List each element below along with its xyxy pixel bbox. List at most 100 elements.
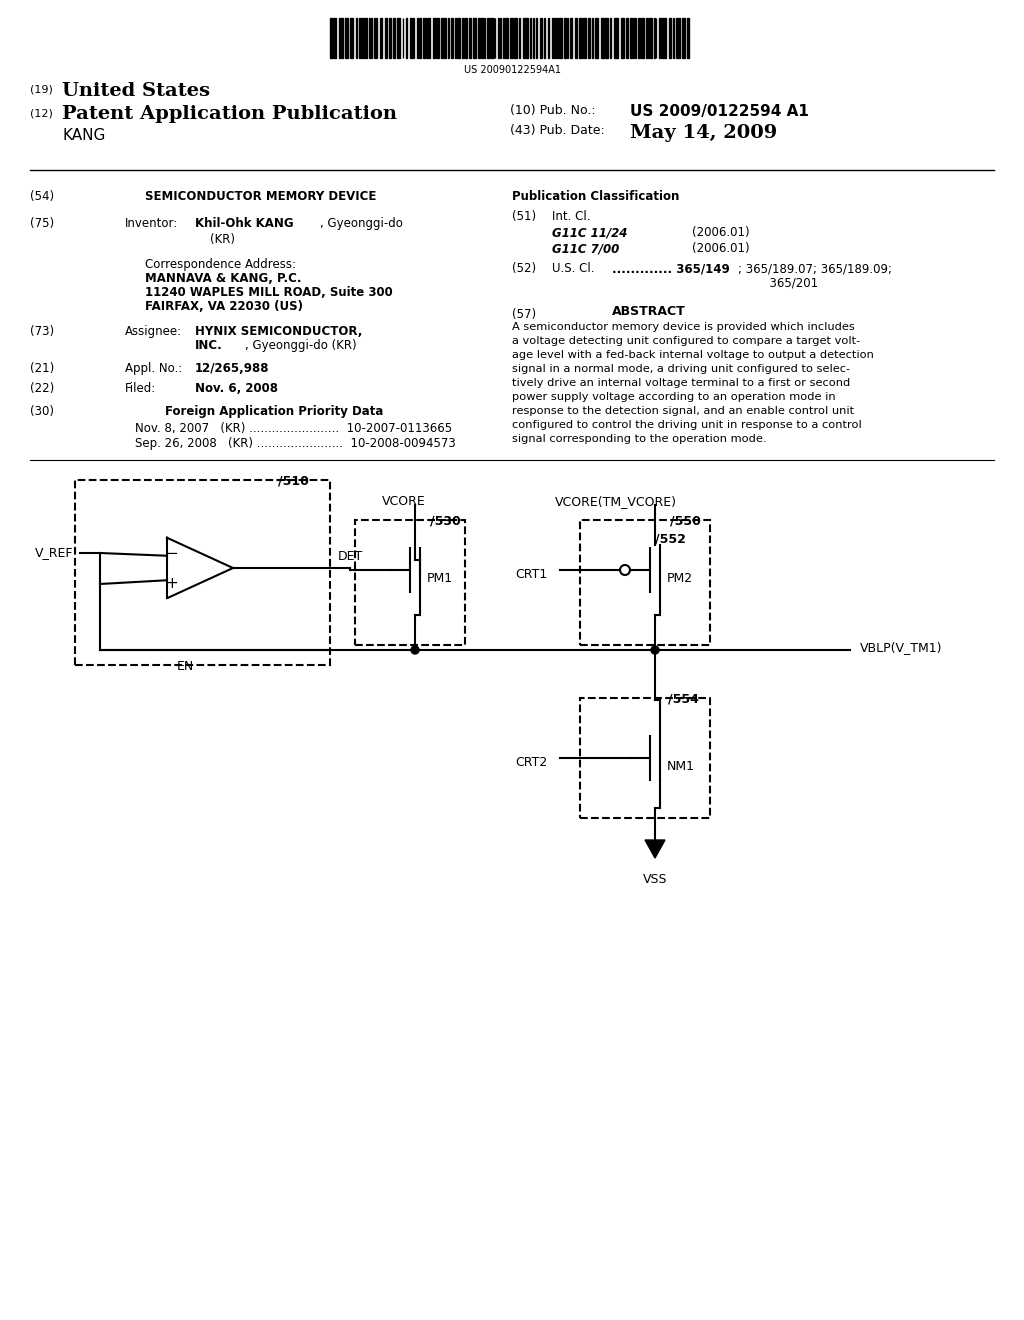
Text: (51): (51) xyxy=(512,210,537,223)
Bar xyxy=(334,18,336,58)
Bar xyxy=(514,18,517,58)
Bar xyxy=(659,18,660,58)
Text: VCORE(TM_VCORE): VCORE(TM_VCORE) xyxy=(555,495,677,508)
Bar xyxy=(355,520,465,645)
Text: (43) Pub. Date:: (43) Pub. Date: xyxy=(510,124,605,137)
Bar xyxy=(638,18,640,58)
Text: /510: /510 xyxy=(278,475,309,488)
Bar xyxy=(682,18,685,58)
Bar xyxy=(563,18,566,58)
Text: Filed:: Filed: xyxy=(125,381,157,395)
Text: (21): (21) xyxy=(30,362,54,375)
Text: US 2009/0122594 A1: US 2009/0122594 A1 xyxy=(630,104,809,119)
Bar xyxy=(465,18,467,58)
Bar xyxy=(630,18,632,58)
Bar xyxy=(397,18,400,58)
Bar xyxy=(602,18,604,58)
Bar xyxy=(580,18,582,58)
Bar xyxy=(458,18,460,58)
Text: /554: /554 xyxy=(668,693,698,706)
Bar xyxy=(490,18,492,58)
Text: Nov. 8, 2007   (KR) ........................  10-2007-0113665: Nov. 8, 2007 (KR) ......................… xyxy=(135,422,453,436)
Bar xyxy=(649,18,652,58)
Text: (19): (19) xyxy=(30,84,53,95)
Text: , Gyeonggi-do (KR): , Gyeonggi-do (KR) xyxy=(245,339,356,352)
Bar xyxy=(583,18,586,58)
Text: (54): (54) xyxy=(30,190,54,203)
Bar xyxy=(426,18,427,58)
Text: NM1: NM1 xyxy=(667,759,695,772)
Bar xyxy=(575,18,577,58)
Bar xyxy=(605,18,607,58)
Text: HYNIX SEMICONDUCTOR,: HYNIX SEMICONDUCTOR, xyxy=(195,325,362,338)
Bar xyxy=(359,18,360,58)
Text: PM2: PM2 xyxy=(667,572,693,585)
Text: , Gyeonggi-do: , Gyeonggi-do xyxy=(319,216,402,230)
Bar xyxy=(669,18,671,58)
Circle shape xyxy=(411,645,419,653)
Bar xyxy=(540,18,543,58)
Text: Correspondence Address:: Correspondence Address: xyxy=(145,257,296,271)
Text: CRT2: CRT2 xyxy=(515,756,547,770)
Text: +: + xyxy=(166,577,178,591)
Bar xyxy=(447,18,450,58)
Text: May 14, 2009: May 14, 2009 xyxy=(630,124,777,143)
Bar xyxy=(552,18,555,58)
Text: U.S. Cl.: U.S. Cl. xyxy=(552,261,595,275)
Bar xyxy=(432,18,435,58)
Bar xyxy=(345,18,348,58)
Bar xyxy=(614,18,616,58)
Bar xyxy=(621,18,624,58)
Text: Foreign Application Priority Data: Foreign Application Priority Data xyxy=(165,405,383,418)
Bar xyxy=(436,18,439,58)
Bar xyxy=(473,18,476,58)
Bar xyxy=(385,18,387,58)
Bar xyxy=(641,18,644,58)
Bar xyxy=(452,18,453,58)
Bar xyxy=(580,698,710,818)
Bar xyxy=(366,18,368,58)
Bar xyxy=(380,18,382,58)
Bar xyxy=(371,18,373,58)
Bar xyxy=(559,18,562,58)
Text: (2006.01): (2006.01) xyxy=(692,242,750,255)
Circle shape xyxy=(651,645,659,653)
Bar xyxy=(462,18,464,58)
Text: Sep. 26, 2008   (KR) .......................  10-2008-0094573: Sep. 26, 2008 (KR) .....................… xyxy=(135,437,456,450)
Text: PM1: PM1 xyxy=(427,572,454,585)
Text: ; 365/189.07; 365/189.09;: ; 365/189.07; 365/189.09; xyxy=(738,261,892,275)
Text: INC.: INC. xyxy=(195,339,223,352)
Text: (22): (22) xyxy=(30,381,54,395)
Text: (75): (75) xyxy=(30,216,54,230)
Bar xyxy=(588,18,590,58)
Text: United States: United States xyxy=(62,82,210,100)
Text: (2006.01): (2006.01) xyxy=(692,226,750,239)
Bar xyxy=(361,18,364,58)
Text: (57): (57) xyxy=(512,308,537,321)
Text: 12/265,988: 12/265,988 xyxy=(195,362,269,375)
Text: US 20090122594A1: US 20090122594A1 xyxy=(464,65,560,75)
Text: /530: /530 xyxy=(430,515,461,528)
Text: (73): (73) xyxy=(30,325,54,338)
Text: V_REF: V_REF xyxy=(35,546,74,560)
Bar xyxy=(505,18,508,58)
Bar xyxy=(627,18,628,58)
Text: Publication Classification: Publication Classification xyxy=(512,190,679,203)
Text: 11240 WAPLES MILL ROAD, Suite 300: 11240 WAPLES MILL ROAD, Suite 300 xyxy=(145,286,393,300)
Bar xyxy=(469,18,471,58)
Text: VCORE: VCORE xyxy=(382,495,426,508)
Bar xyxy=(423,18,425,58)
Text: Inventor:: Inventor: xyxy=(125,216,178,230)
Bar xyxy=(580,520,710,645)
Bar xyxy=(393,18,395,58)
Text: Nov. 6, 2008: Nov. 6, 2008 xyxy=(195,381,278,395)
Text: ............. 365/149: ............. 365/149 xyxy=(612,261,730,275)
Bar xyxy=(417,18,419,58)
Bar xyxy=(444,18,445,58)
Text: ABSTRACT: ABSTRACT xyxy=(612,305,686,318)
Bar xyxy=(646,18,648,58)
Bar xyxy=(678,18,680,58)
Bar xyxy=(75,480,330,665)
Text: SEMICONDUCTOR MEMORY DEVICE: SEMICONDUCTOR MEMORY DEVICE xyxy=(145,190,377,203)
Text: 365/201: 365/201 xyxy=(552,276,818,289)
